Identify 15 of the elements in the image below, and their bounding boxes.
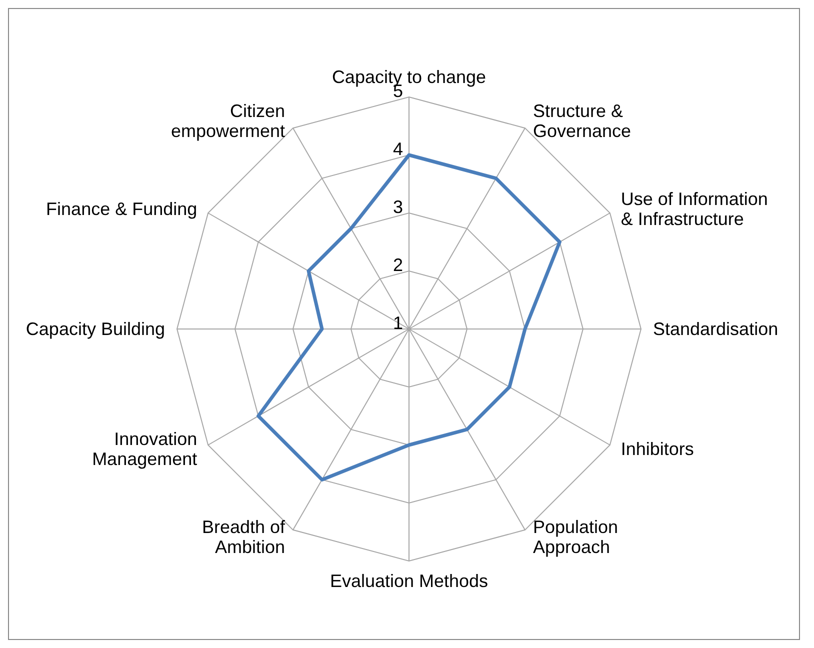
y-tick-label: 4 xyxy=(392,139,403,159)
y-tick-label: 3 xyxy=(392,197,403,217)
spoke-label: Finance & Funding xyxy=(46,199,198,219)
y-tick-label: 1 xyxy=(392,313,403,333)
spoke-label: Innovation Management xyxy=(92,429,198,469)
spoke-label: Use of Information & Infrastructure xyxy=(620,189,768,229)
spoke-label: Standardisation xyxy=(653,319,778,339)
spoke-label: Capacity Building xyxy=(26,319,165,339)
y-tick-label: 2 xyxy=(392,255,403,275)
spoke-label: Inhibitors xyxy=(620,439,694,459)
spoke-label: Citizen empowerment xyxy=(170,101,285,142)
spoke-label: Evaluation Methods xyxy=(330,571,488,591)
spoke-label: Population Approach xyxy=(533,516,618,557)
spoke-label: Structure & Governance xyxy=(533,101,632,142)
spoke-label: Breadth of Ambition xyxy=(202,516,286,557)
